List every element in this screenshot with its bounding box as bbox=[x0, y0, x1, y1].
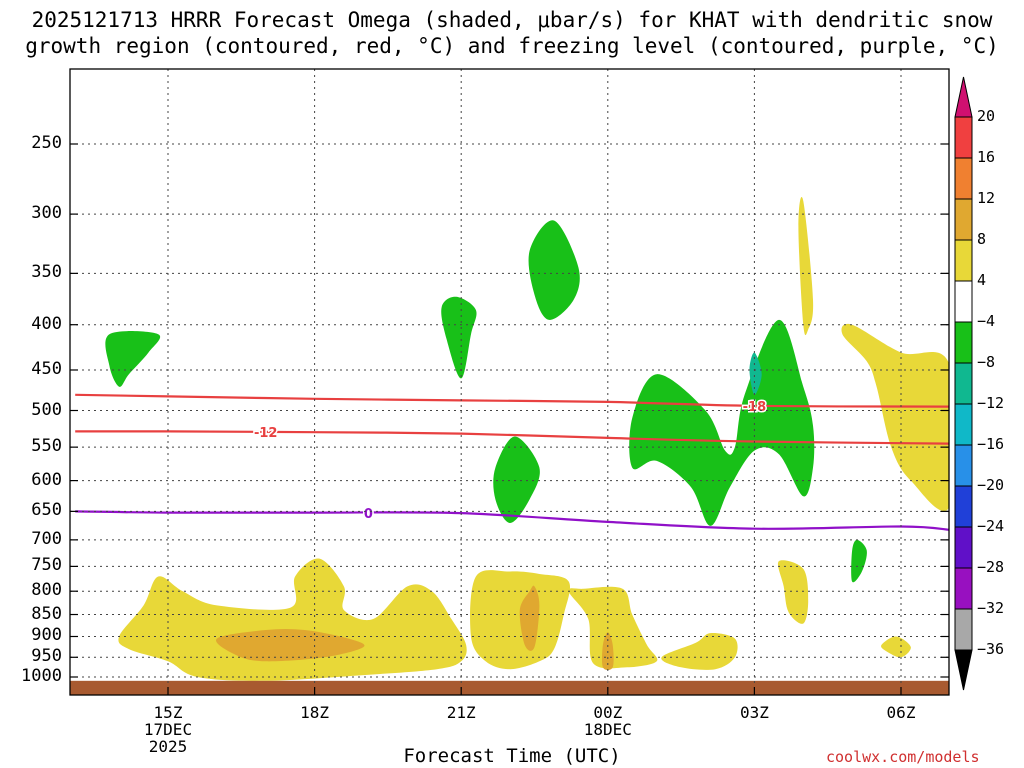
colorbar-label-10: −24 bbox=[977, 517, 1005, 535]
y-tick-label-550: 550 bbox=[31, 436, 62, 457]
colorbar-bin-12 bbox=[954, 567, 973, 610]
omega-region-1 bbox=[215, 628, 365, 662]
y-tick-label-850: 850 bbox=[31, 603, 62, 624]
chart-title-line-1: 2025121713 HRRR Forecast Omega (shaded, … bbox=[31, 8, 993, 32]
x-tick-label-03Z: 03Z bbox=[739, 703, 769, 722]
omega-region-8 bbox=[881, 636, 911, 658]
y-tick-label-350: 350 bbox=[31, 262, 62, 283]
colorbar-label-9: −20 bbox=[977, 476, 1005, 494]
omega-region-9 bbox=[798, 197, 814, 336]
y-tick-label-900: 900 bbox=[31, 625, 62, 646]
y-tick-label-950: 950 bbox=[31, 646, 62, 667]
y-tick-label-500: 500 bbox=[31, 399, 62, 420]
plot-area bbox=[70, 197, 949, 695]
chart-title-line-2: growth region (contoured, red, °C) and f… bbox=[25, 34, 999, 58]
omega-region-7 bbox=[777, 560, 809, 624]
y-tick-label-700: 700 bbox=[31, 528, 62, 549]
y-tick-label-300: 300 bbox=[31, 203, 62, 224]
grid-layer bbox=[70, 69, 949, 695]
colorbar-bin-4 bbox=[954, 239, 973, 282]
colorbar bbox=[954, 76, 973, 691]
colorbar-bin-10 bbox=[954, 485, 973, 528]
colorbar-label-4: 4 bbox=[977, 271, 987, 289]
colorbar-label-13: −36 bbox=[977, 640, 1005, 658]
colorbar-label-5: −4 bbox=[977, 312, 996, 330]
colorbar-bin-5 bbox=[954, 280, 973, 323]
colorbar-label-7: −12 bbox=[977, 394, 1005, 412]
contour-label-1: -18 bbox=[743, 400, 767, 415]
x-tick-label-21Z: 21Z bbox=[446, 703, 476, 722]
contour-line-1 bbox=[75, 393, 949, 408]
plot-frame bbox=[69, 68, 950, 696]
y-tick-label-650: 650 bbox=[31, 500, 62, 521]
colorbar-bin-13 bbox=[954, 608, 973, 651]
x-tick-label-18Z: 18Z bbox=[300, 703, 330, 722]
omega-region-17 bbox=[851, 539, 867, 583]
source-credit: coolwx.com/models bbox=[826, 748, 980, 766]
omega-region-3 bbox=[519, 585, 540, 651]
colorbar-label-1: 16 bbox=[977, 148, 996, 166]
x-tick-label-06Z: 06Z bbox=[886, 703, 916, 722]
omega-region-13 bbox=[528, 220, 580, 320]
ground-strip bbox=[70, 680, 949, 695]
x-axis-title: Forecast Time (UTC) bbox=[403, 745, 621, 767]
omega-region-11 bbox=[105, 331, 161, 387]
colorbar-top-arrow bbox=[954, 76, 973, 118]
contour-label-2: 0 bbox=[364, 507, 373, 522]
colorbar-label-0: 20 bbox=[977, 107, 996, 125]
contour-line-0 bbox=[75, 430, 949, 445]
omega-region-4 bbox=[568, 586, 658, 669]
colorbar-bottom-arrow bbox=[954, 649, 973, 691]
x-tick-label-15Z: 15Z 17DEC 2025 bbox=[143, 703, 193, 756]
contour-layer: -12 -18 0 bbox=[75, 393, 949, 531]
colorbar-bin-9 bbox=[954, 444, 973, 487]
omega-region-14 bbox=[493, 436, 540, 523]
colorbar-bin-3 bbox=[954, 198, 973, 241]
x-tick-label-00Z: 00Z 18DEC bbox=[583, 703, 632, 739]
colorbar-label-11: −28 bbox=[977, 558, 1005, 576]
y-tick-label-800: 800 bbox=[31, 580, 62, 601]
colorbar-bin-11 bbox=[954, 526, 973, 569]
y-tick-label-450: 450 bbox=[31, 358, 62, 379]
omega-region-6 bbox=[661, 632, 738, 670]
y-tick-label-750: 750 bbox=[31, 555, 62, 576]
colorbar-bin-1 bbox=[954, 116, 973, 159]
colorbar-label-3: 8 bbox=[977, 230, 987, 248]
colorbar-bin-6 bbox=[954, 321, 973, 364]
contour-line-2 bbox=[75, 510, 949, 531]
colorbar-bin-8 bbox=[954, 403, 973, 446]
omega-region-10 bbox=[841, 323, 949, 512]
colorbar-bin-7 bbox=[954, 362, 973, 405]
y-tick-label-1000: 1000 bbox=[21, 666, 62, 686]
omega-region-15 bbox=[629, 319, 815, 526]
omega-region-16 bbox=[749, 352, 762, 395]
omega-region-12 bbox=[441, 296, 477, 379]
colorbar-label-6: −8 bbox=[977, 353, 996, 371]
y-tick-label-250: 250 bbox=[31, 133, 62, 153]
colorbar-label-12: −32 bbox=[977, 599, 1005, 617]
y-tick-label-600: 600 bbox=[31, 469, 62, 490]
y-tick-label-400: 400 bbox=[31, 313, 62, 334]
colorbar-label-8: −16 bbox=[977, 435, 1005, 453]
contour-label-0: -12 bbox=[254, 426, 278, 441]
omega-region-0 bbox=[118, 558, 467, 681]
colorbar-label-2: 12 bbox=[977, 189, 996, 207]
colorbar-bin-2 bbox=[954, 157, 973, 200]
